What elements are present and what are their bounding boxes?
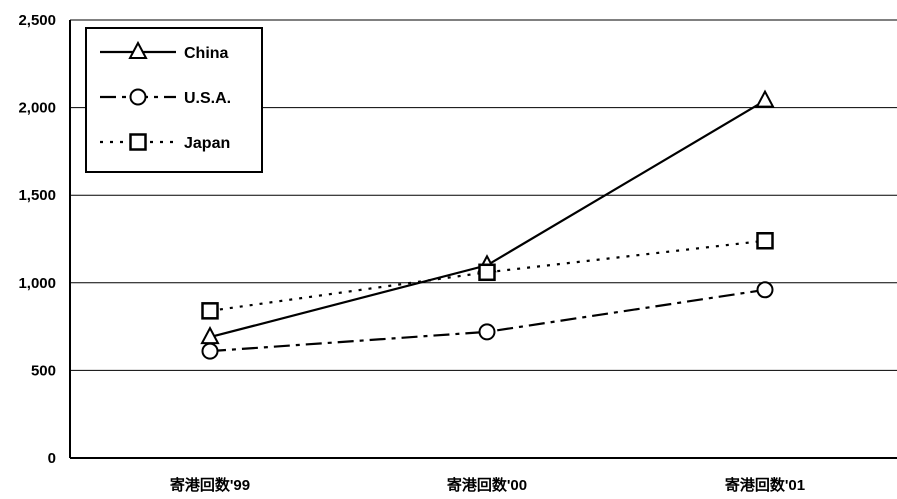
y-tick-labels: 0 500 1,000 1,500 2,000 2,500 — [18, 12, 56, 467]
data-point-square — [756, 232, 774, 250]
legend-label: U.S.A. — [184, 90, 231, 107]
y-tick-label: 2,000 — [18, 100, 56, 117]
series-lines — [200, 89, 775, 360]
y-tick-label: 2,500 — [18, 12, 56, 29]
axes — [69, 20, 897, 459]
data-point-circle — [201, 342, 219, 360]
data-point-triangle — [755, 89, 775, 108]
data-point-square — [129, 133, 147, 151]
data-point-circle — [129, 88, 147, 106]
data-point-circle — [756, 281, 774, 299]
legend-label: China — [184, 45, 229, 62]
data-point-circle — [478, 323, 496, 341]
x-tick-label: 寄港回数'99 — [170, 476, 250, 494]
y-tick-label: 500 — [31, 362, 56, 379]
series-line — [209, 99, 766, 339]
legend: China U.S.A. Japan — [85, 27, 263, 173]
x-tick-label: 寄港回数'00 — [447, 476, 527, 494]
x-tick-label: 寄港回数'01 — [725, 476, 805, 494]
series-line — [209, 288, 766, 353]
legend-label: Japan — [184, 135, 230, 152]
data-point-square — [478, 263, 496, 282]
legend-box — [85, 27, 263, 173]
data-point-square — [201, 302, 219, 320]
y-tick-label: 1,000 — [18, 275, 56, 292]
y-tick-label: 0 — [48, 450, 56, 467]
x-tick-labels: 寄港回数'99 寄港回数'00 寄港回数'01 — [170, 476, 805, 494]
data-point-triangle — [128, 40, 148, 59]
y-tick-label: 1,500 — [18, 187, 56, 204]
